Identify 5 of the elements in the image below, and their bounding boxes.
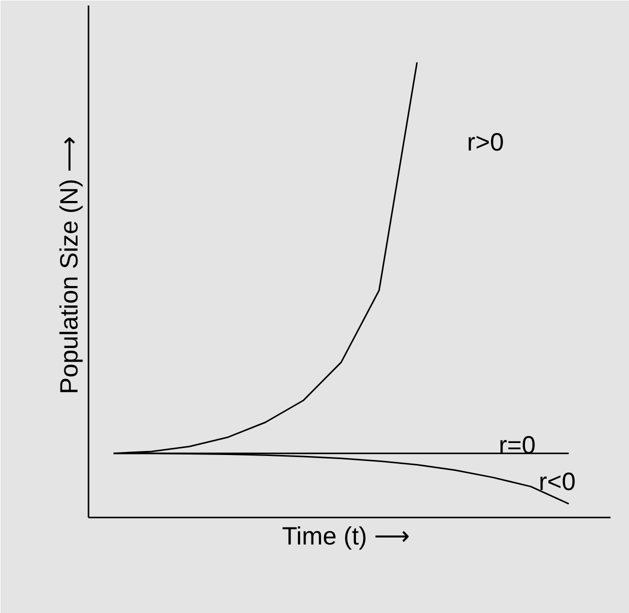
x-axis-title: Time (t) ⟶ (282, 522, 410, 550)
text: r>0 (467, 128, 504, 156)
series-label: r<0 (538, 468, 576, 496)
y-axis-title: Population Size (N) ⟶ (56, 136, 84, 394)
series-label: r=0 (498, 431, 536, 460)
